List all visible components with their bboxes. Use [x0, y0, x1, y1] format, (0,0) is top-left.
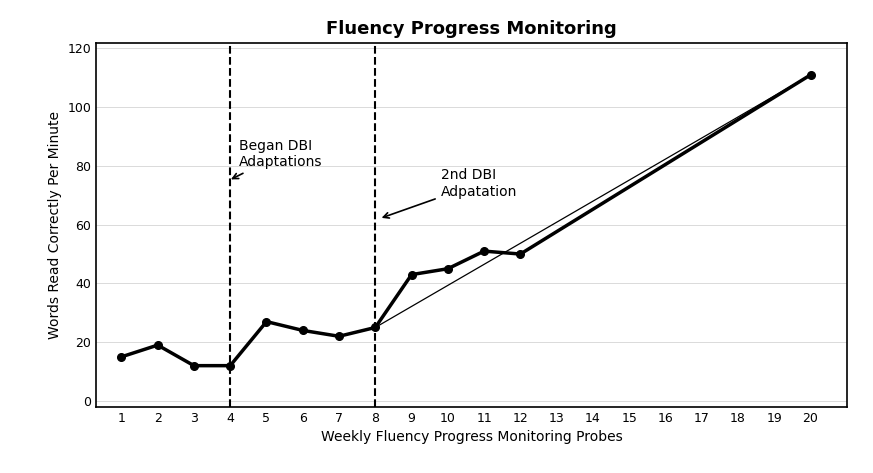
Text: Began DBI
Adaptations: Began DBI Adaptations: [232, 139, 323, 178]
X-axis label: Weekly Fluency Progress Monitoring Probes: Weekly Fluency Progress Monitoring Probe…: [320, 430, 622, 444]
Y-axis label: Words Read Correctly Per Minute: Words Read Correctly Per Minute: [48, 111, 62, 339]
Title: Fluency Progress Monitoring: Fluency Progress Monitoring: [326, 20, 617, 38]
Text: 2nd DBI
Adpatation: 2nd DBI Adpatation: [383, 168, 517, 218]
